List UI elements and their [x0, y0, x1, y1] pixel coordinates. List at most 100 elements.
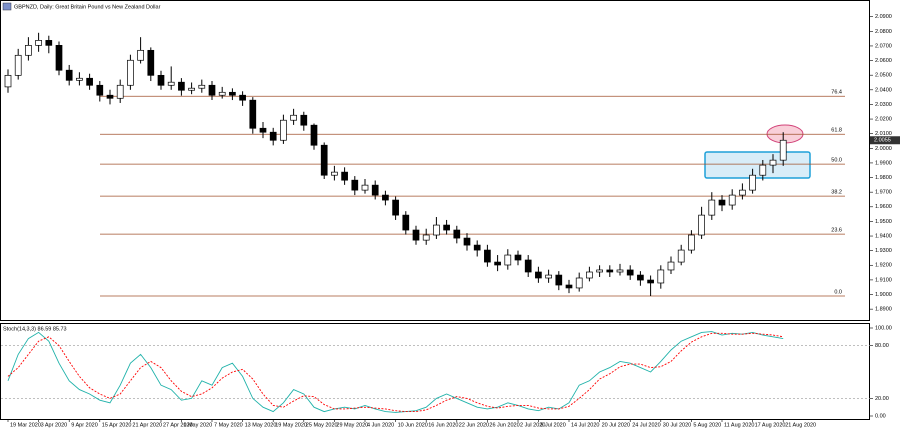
- candle-body: [229, 91, 236, 96]
- candle-body: [188, 87, 195, 91]
- candle-body: [402, 214, 410, 231]
- candle-body: [606, 269, 614, 273]
- y-tick-label: 1.9900: [875, 160, 892, 166]
- x-tick-label: 9 Apr 2020: [71, 422, 98, 428]
- candle-body: [320, 144, 328, 176]
- candle-body: [127, 59, 134, 86]
- candle-body: [331, 171, 338, 176]
- candle-body: [65, 69, 73, 81]
- last-price-label: 2.0055: [874, 138, 891, 144]
- candle-body: [647, 279, 654, 284]
- x-tick-label: 1 May 2020: [183, 422, 212, 428]
- candle-body: [4, 74, 12, 88]
- candle-body: [14, 54, 22, 76]
- candle-body: [25, 45, 32, 56]
- candle-body: [290, 114, 297, 121]
- candle-body: [688, 234, 695, 251]
- y-tick-label: 1.9400: [875, 233, 892, 239]
- candle-body: [259, 127, 267, 133]
- x-tick-label: 22 Jun 2020: [459, 422, 489, 428]
- y-tick-label: 2.0000: [875, 146, 892, 152]
- candle-body: [269, 131, 277, 141]
- candle-body: [412, 229, 420, 241]
- y-tick-label: 1.9000: [875, 292, 892, 298]
- x-tick-label: 29 May 2020: [336, 422, 368, 428]
- y-tick-label: 0.00: [875, 413, 886, 419]
- x-tick-label: 25 May 2020: [306, 422, 338, 428]
- candle-body: [116, 84, 124, 99]
- candle-body: [157, 74, 165, 86]
- stoch-line: [7, 332, 784, 413]
- candle-body: [586, 271, 593, 279]
- candle-body: [167, 81, 175, 86]
- stoch-panel: [0, 323, 870, 420]
- y-tick-label: 2.0400: [875, 87, 892, 93]
- candle-body: [422, 234, 430, 241]
- y-tick-label: 2.0700: [875, 43, 892, 49]
- y-tick-label: 2.0100: [875, 131, 892, 137]
- x-tick-label: 17 Aug 2020: [755, 422, 786, 428]
- x-tick-label: 7 May 2020: [214, 422, 243, 428]
- main-panel: [0, 0, 870, 321]
- candle-body: [147, 49, 155, 76]
- highlight-box: [704, 151, 811, 179]
- candle-body: [55, 45, 63, 71]
- candle-body: [300, 114, 308, 126]
- x-tick-label: 15 Apr 2020: [102, 422, 132, 428]
- x-tick-label: 21 Apr 2020: [132, 422, 162, 428]
- candle-body: [473, 244, 481, 251]
- candle-body: [535, 271, 542, 279]
- fib-label: 23.6: [831, 228, 842, 234]
- fib-label: 61.8: [831, 128, 842, 134]
- candle-body: [178, 81, 185, 91]
- x-tick-label: 5 Aug 2020: [693, 422, 721, 428]
- candle-body: [514, 254, 522, 261]
- x-tick-label: 2 Jul 2020: [520, 422, 545, 428]
- candle-body: [433, 224, 440, 236]
- candle-body: [463, 237, 471, 246]
- y-tick-label: 2.0900: [875, 14, 892, 20]
- x-tick-label: 24 Jul 2020: [632, 422, 660, 428]
- chart-title: GBPNZD, Daily: Great Britain Pound vs Ne…: [14, 4, 161, 10]
- y-tick-label: 2.0300: [875, 102, 892, 108]
- y-tick-label: 2.0600: [875, 58, 892, 64]
- x-tick-label: 16 Jun 2020: [428, 422, 458, 428]
- candle-body: [371, 184, 379, 196]
- y-tick-label: 1.9100: [875, 277, 892, 283]
- candle-body: [667, 261, 675, 271]
- x-tick-label: 26 Jun 2020: [489, 422, 519, 428]
- x-tick-label: 19 May 2020: [275, 422, 307, 428]
- y-tick-label: 100.00: [875, 325, 892, 331]
- candle-body: [106, 94, 114, 99]
- candle-body: [361, 184, 369, 191]
- candle-body: [565, 284, 573, 289]
- candle-body: [351, 179, 359, 191]
- candle-body: [728, 194, 736, 206]
- y-tick-label: 1.8900: [875, 307, 892, 313]
- candle-body: [249, 99, 257, 129]
- candle-body: [86, 77, 93, 86]
- symbol-icon: [2, 2, 12, 11]
- x-tick-label: 30 Jul 2020: [663, 422, 691, 428]
- candle-body: [208, 84, 216, 96]
- candle-body: [96, 84, 104, 96]
- candle-body: [392, 199, 399, 216]
- x-tick-label: 27 Apr 2020: [163, 422, 193, 428]
- candle-body: [545, 274, 552, 279]
- x-tick-label: 11 Aug 2020: [724, 422, 754, 428]
- last-price-box: [870, 136, 900, 145]
- candle-body: [708, 199, 716, 216]
- y-tick-label: 2.0800: [875, 29, 892, 35]
- y-tick-label: 80.00: [875, 343, 889, 349]
- candle-body: [239, 94, 246, 101]
- candle-body: [35, 40, 42, 46]
- y-tick-label: 1.9800: [875, 175, 892, 181]
- candle-body: [484, 249, 491, 263]
- x-tick-label: 19 Mar 2020: [10, 422, 41, 428]
- candle-body: [310, 124, 318, 146]
- x-tick-label: 20 Jul 2020: [602, 422, 630, 428]
- candle-body: [739, 189, 746, 196]
- candle-body: [769, 159, 777, 166]
